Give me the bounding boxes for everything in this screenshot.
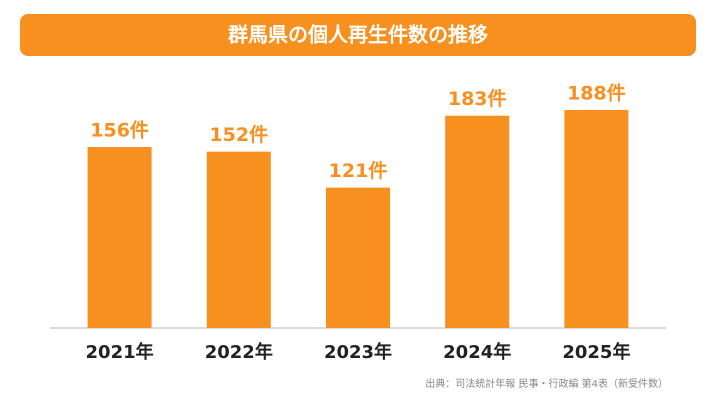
value-label: 183件 — [448, 87, 507, 110]
value-label: 156件 — [90, 119, 149, 142]
title-banner — [20, 14, 696, 56]
value-label: 152件 — [209, 123, 268, 146]
bar — [206, 151, 271, 328]
x-tick-label: 2024年 — [443, 341, 511, 363]
bar — [87, 147, 152, 328]
value-label: 121件 — [329, 159, 388, 182]
source-note: 出典：司法統計年報 民事・行政編 第4表（新受件数） — [425, 377, 668, 390]
chart-title: 群馬県の個人再生件数の推移 — [227, 23, 488, 47]
x-tick-label: 2022年 — [205, 341, 273, 363]
bar — [326, 187, 390, 328]
x-tick-label: 2023年 — [324, 341, 392, 363]
value-label: 188件 — [567, 81, 626, 104]
x-tick-label: 2025年 — [562, 341, 630, 363]
bar — [564, 109, 629, 328]
bar — [445, 115, 510, 328]
x-tick-label: 2021年 — [86, 341, 154, 363]
